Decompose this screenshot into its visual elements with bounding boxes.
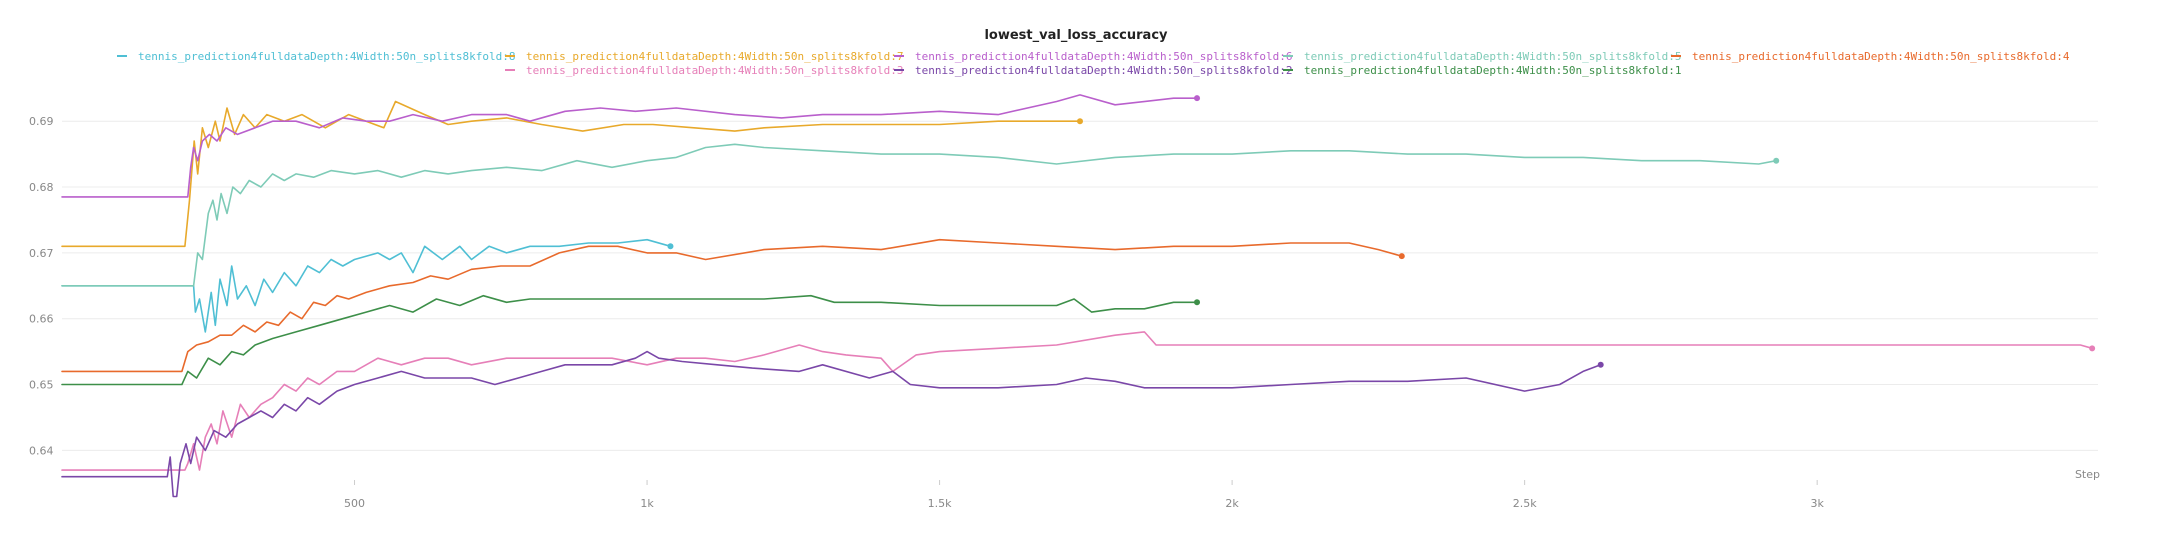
legend-label: tennis_prediction4fulldataDepth:4Width:5… (526, 64, 904, 77)
series-line (61, 100, 1081, 248)
legend-label: tennis_prediction4fulldataDepth:4Width:5… (138, 50, 516, 63)
series-end-point (1773, 157, 1780, 164)
x-axis-label: Step (2075, 468, 2100, 481)
y-tick-label: 0.68 (29, 181, 54, 194)
legend-label: tennis_prediction4fulldataDepth:4Width:5… (1304, 64, 1682, 77)
y-tick-label: 0.69 (29, 115, 54, 128)
series-end-point (1398, 253, 1405, 260)
series-end-point (1194, 299, 1201, 306)
chart-title: lowest_val_loss_accuracy (984, 28, 1168, 43)
series-line (61, 331, 2093, 471)
y-tick-label: 0.65 (29, 379, 54, 392)
legend: tennis_prediction4fulldataDepth:4Width:5… (117, 50, 2070, 77)
series-end-point (1597, 361, 1604, 368)
y-tick-label: 0.66 (29, 313, 54, 326)
legend-item[interactable]: tennis_prediction4fulldataDepth:4Width:5… (894, 64, 1293, 77)
x-tick-label: 3k (1810, 497, 1824, 510)
series-line (61, 350, 1602, 498)
series-end-point (667, 243, 674, 250)
y-tick-label: 0.67 (29, 247, 54, 260)
x-tick-label: 500 (344, 497, 365, 510)
series-end-point (1077, 118, 1083, 125)
y-axis: 0.64 0.65 0.66 0.67 0.68 0.69 (29, 115, 54, 457)
legend-label: tennis_prediction4fulldataDepth:4Width:5… (1304, 50, 1682, 63)
grid-lines (62, 120, 2098, 451)
legend-item[interactable]: tennis_prediction4fulldataDepth:4Width:5… (1671, 50, 2070, 63)
x-tick-label: 1.5k (928, 497, 952, 510)
series-end-point (2089, 345, 2096, 352)
legend-label: tennis_prediction4fulldataDepth:4Width:5… (526, 50, 904, 63)
series-line (61, 238, 1403, 373)
x-tick-label: 1k (640, 497, 654, 510)
legend-item[interactable]: tennis_prediction4fulldataDepth:4Width:5… (894, 50, 1293, 63)
series-line (61, 143, 1777, 287)
x-axis: 500 1k 1.5k 2k 2.5k 3k (344, 480, 1824, 510)
series-line (61, 294, 1198, 386)
legend-label: tennis_prediction4fulldataDepth:4Width:5… (915, 50, 1293, 63)
series-line (61, 238, 672, 333)
series-end-point (1194, 95, 1201, 102)
legend-label: tennis_prediction4fulldataDepth:4Width:5… (1692, 50, 2070, 63)
x-tick-label: 2.5k (1513, 497, 1537, 510)
legend-label: tennis_prediction4fulldataDepth:4Width:5… (915, 64, 1293, 77)
legend-item[interactable]: tennis_prediction4fulldataDepth:4Width:5… (1283, 50, 1682, 63)
legend-item[interactable]: tennis_prediction4fulldataDepth:4Width:5… (117, 50, 516, 63)
legend-item[interactable]: tennis_prediction4fulldataDepth:4Width:5… (505, 64, 904, 77)
x-tick-label: 2k (1225, 497, 1239, 510)
series-line (61, 94, 1198, 198)
legend-item[interactable]: tennis_prediction4fulldataDepth:4Width:5… (505, 50, 904, 63)
y-tick-label: 0.64 (29, 444, 54, 457)
series-lines (61, 94, 2096, 498)
legend-item[interactable]: tennis_prediction4fulldataDepth:4Width:5… (1283, 64, 1682, 77)
